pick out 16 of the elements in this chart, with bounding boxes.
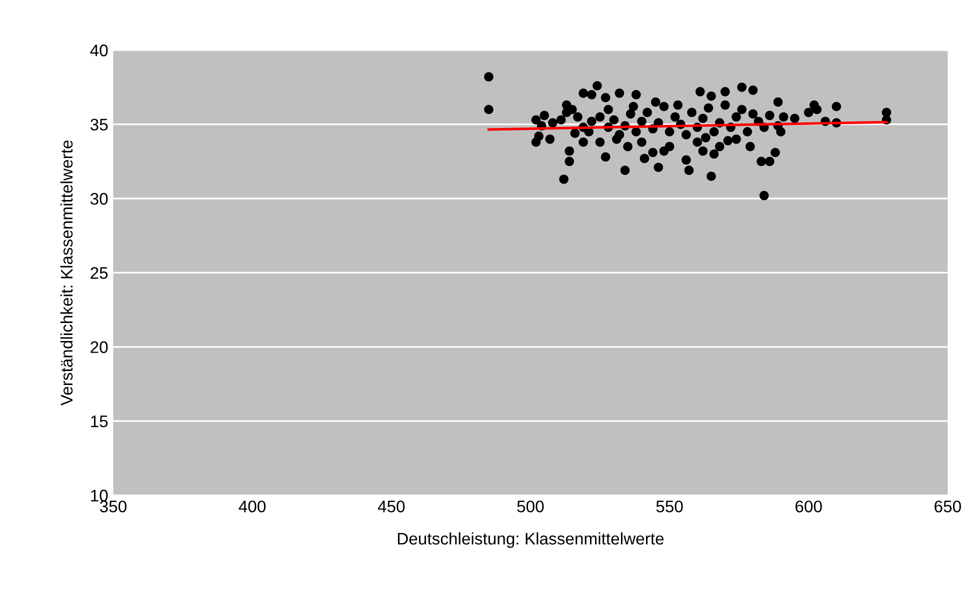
x-tick-label: 500 (517, 500, 544, 512)
y-tick-label: 40 (90, 44, 108, 56)
y-tick-label: 20 (90, 341, 108, 354)
x-tick-label: 600 (796, 500, 822, 512)
x-tick-label: 550 (656, 500, 683, 512)
y-tick-label: 15 (91, 416, 108, 428)
y-tick-label: 35 (90, 118, 108, 131)
x-axis-title: Deutschleistung: Klassenmittelwerte (398, 532, 664, 548)
y-tick-label: 25 (90, 267, 108, 279)
x-tick-label: 400 (238, 500, 266, 512)
y-axis-title: Verständlichkeit: Klassenmittelwerte (60, 140, 73, 406)
x-tick-label: 350 (100, 500, 126, 512)
x-tick-label: 650 (934, 500, 961, 512)
y-tick-label: 30 (90, 192, 108, 205)
x-tick-label: 450 (378, 500, 405, 512)
y-tick-label: 10 (91, 490, 108, 502)
